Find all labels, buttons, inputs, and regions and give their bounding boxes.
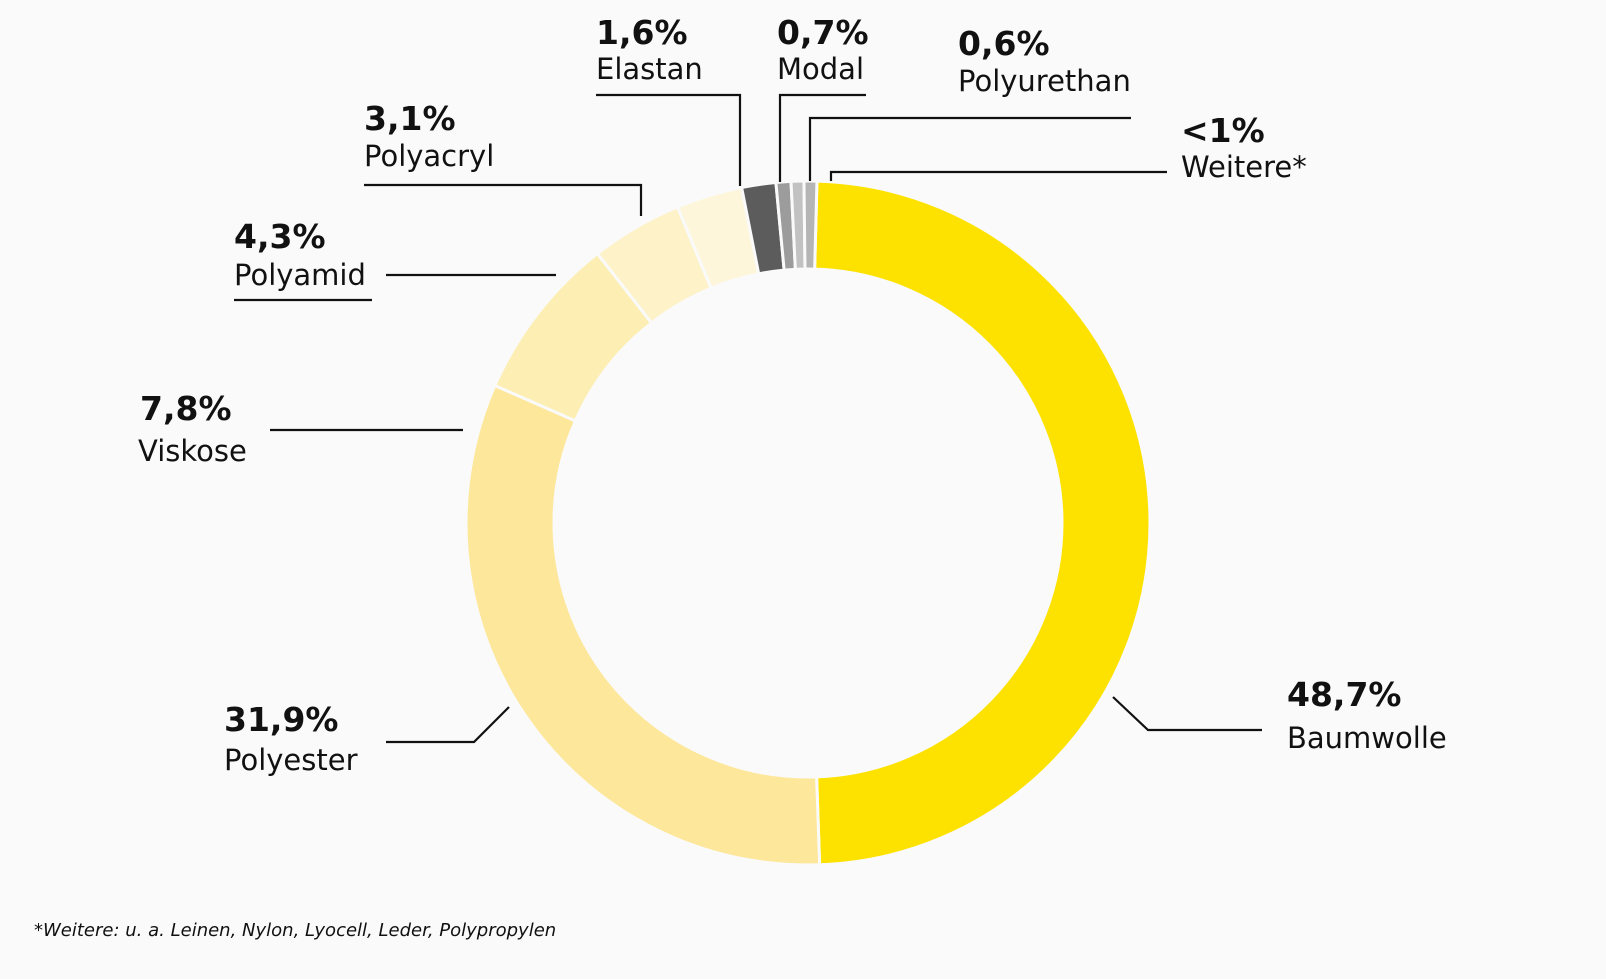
label-modal: 0,7% Modal [777,13,869,182]
category-label-modal: Modal [777,52,864,86]
label-weitere: <1% Weitere* [829,111,1307,184]
label-polyacryl: 3,1% Polyacryl [364,99,643,216]
category-label-weitere: Weitere* [1181,150,1307,184]
value-label-polyester: 31,9% [224,700,339,739]
slice-polyester [464,383,822,867]
leader-line-weitere [829,170,1167,181]
leader-line-elastan [596,93,742,186]
category-label-polyamid: Polyamid [234,258,366,292]
value-label-elastan: 1,6% [596,13,688,52]
category-label-polyacryl: Polyacryl [364,139,494,173]
value-label-modal: 0,7% [777,13,869,52]
value-label-viskose: 7,8% [140,389,232,428]
label-polyamid: 4,3% Polyamid [234,217,556,302]
category-label-polyester: Polyester [224,743,358,777]
label-baumwolle: 48,7% Baumwolle [1112,675,1447,755]
leader-line-polyurethan [808,116,1131,181]
label-elastan: 1,6% Elastan [596,13,742,186]
category-label-baumwolle: Baumwolle [1287,721,1447,755]
value-label-weitere: <1% [1181,111,1265,150]
label-polyurethan: 0,6% Polyurethan [808,24,1131,181]
donut-slices [464,179,1152,867]
category-label-viskose: Viskose [138,434,247,468]
leader-line-polyester [386,706,510,744]
label-polyester: 31,9% Polyester [224,700,510,777]
value-label-baumwolle: 48,7% [1287,675,1402,714]
leader-line-baumwolle [1112,696,1262,732]
category-label-polyurethan: Polyurethan [958,64,1131,98]
slice-baumwolle [813,179,1152,867]
value-label-polyurethan: 0,6% [958,24,1050,63]
category-label-elastan: Elastan [596,52,703,86]
leader-line-polyacryl [364,183,643,216]
leader-line-modal [778,93,866,182]
footnote: *Weitere: u. a. Leinen, Nylon, Lyocell, … [34,920,557,941]
slice-weitere [802,179,819,271]
label-viskose: 7,8% Viskose [138,389,463,468]
value-label-polyamid: 4,3% [234,217,326,256]
value-label-polyacryl: 3,1% [364,99,456,138]
